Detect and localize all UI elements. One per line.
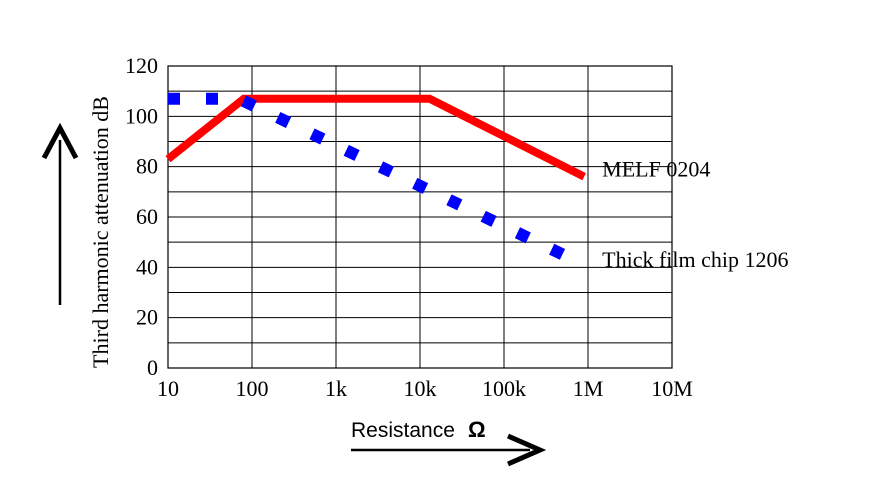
- y-axis-title: Third harmonic attenuation dB: [88, 96, 113, 368]
- plot-grid: [167, 65, 673, 369]
- series-label-1: Thick film chip 1206: [602, 247, 788, 272]
- x-axis-arrow-icon: [351, 433, 547, 467]
- series-label-0: MELF 0204: [602, 157, 710, 182]
- y-tick-label: 100: [125, 103, 158, 128]
- series-labels: MELF 0204 Thick film chip 1206: [602, 157, 788, 272]
- series-line-1: [168, 92, 587, 271]
- x-tick-label: 100k: [482, 376, 526, 401]
- x-tick-labels: 10 100 1k 10k 100k 1M 10M: [157, 376, 693, 401]
- y-tick-label: 120: [125, 53, 158, 78]
- series-layer: [165, 92, 587, 271]
- x-tick-label: 100: [236, 376, 269, 401]
- y-tick-label: 80: [136, 154, 158, 179]
- y-tick-labels: 0 20 40 60 80 100 120: [125, 53, 158, 380]
- x-axis-unit: Ω: [468, 417, 486, 442]
- x-tick-label: 1k: [325, 376, 347, 401]
- y-axis-arrow-icon: [41, 122, 79, 305]
- x-tick-label: 10k: [404, 376, 437, 401]
- x-tick-label: 10M: [651, 376, 693, 401]
- x-tick-label: 10: [157, 376, 179, 401]
- series-line-0: [165, 94, 586, 181]
- y-tick-label: 40: [136, 254, 158, 279]
- y-tick-label: 60: [136, 204, 158, 229]
- x-tick-label: 1M: [573, 376, 604, 401]
- x-axis-title: Resistance: [351, 419, 455, 442]
- y-tick-label: 20: [136, 305, 158, 330]
- y-tick-label: 0: [147, 355, 158, 380]
